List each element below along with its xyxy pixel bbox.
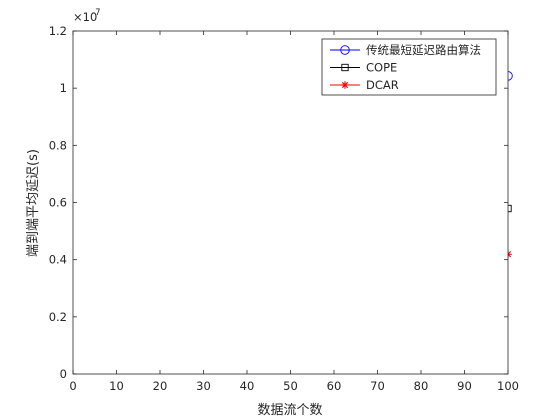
legend-label: COPE: [366, 61, 397, 75]
legend-marker: [341, 63, 349, 72]
x-tick-label: 40: [240, 379, 255, 393]
x-tick-label: 10: [109, 379, 124, 393]
x-tick-label: 50: [283, 379, 298, 393]
x-tick-label: 60: [327, 379, 342, 393]
marker-stroke: [341, 81, 349, 89]
y-tick-label: 0.2: [49, 310, 67, 324]
y-tick-label: 1.2: [49, 24, 67, 38]
legend-marker: [340, 45, 350, 55]
x-tick-label: 30: [196, 379, 211, 393]
y-tick-label: 1: [60, 81, 67, 95]
y-axis-exponent: ×10 -7: [73, 8, 100, 24]
x-tick-label: 0: [69, 379, 76, 393]
legend-label: 传统最短延迟路由算法: [366, 43, 481, 57]
x-tick-label: 90: [457, 379, 472, 393]
x-tick-label: 100: [497, 379, 519, 393]
y-tick-label: 0.4: [49, 253, 67, 267]
y-tick-label: 0: [60, 367, 67, 381]
legend-box: [321, 38, 497, 96]
y-exponent-base: ×10: [73, 10, 97, 24]
legend-label: DCAR: [366, 78, 399, 92]
x-axis-label: 数据流个数: [257, 403, 322, 418]
y-axis-label: 端到端平均延迟(s): [26, 149, 41, 257]
y-tick-label: 0.6: [49, 196, 67, 210]
x-tick-label: 70: [370, 379, 385, 393]
y-tick-label: 0.8: [49, 138, 67, 152]
legend: 传统最短延迟路由算法 COPE DCAR: [321, 38, 497, 96]
y-exponent-power: -7: [92, 8, 100, 18]
legend-entry: 传统最短延迟路由算法: [330, 43, 481, 57]
legend-entry: COPE: [330, 61, 397, 75]
x-tick-label: 20: [153, 379, 168, 393]
legend-entry: DCAR: [330, 78, 399, 92]
legend-marker: [341, 81, 349, 89]
x-tick-label: 80: [414, 379, 429, 393]
